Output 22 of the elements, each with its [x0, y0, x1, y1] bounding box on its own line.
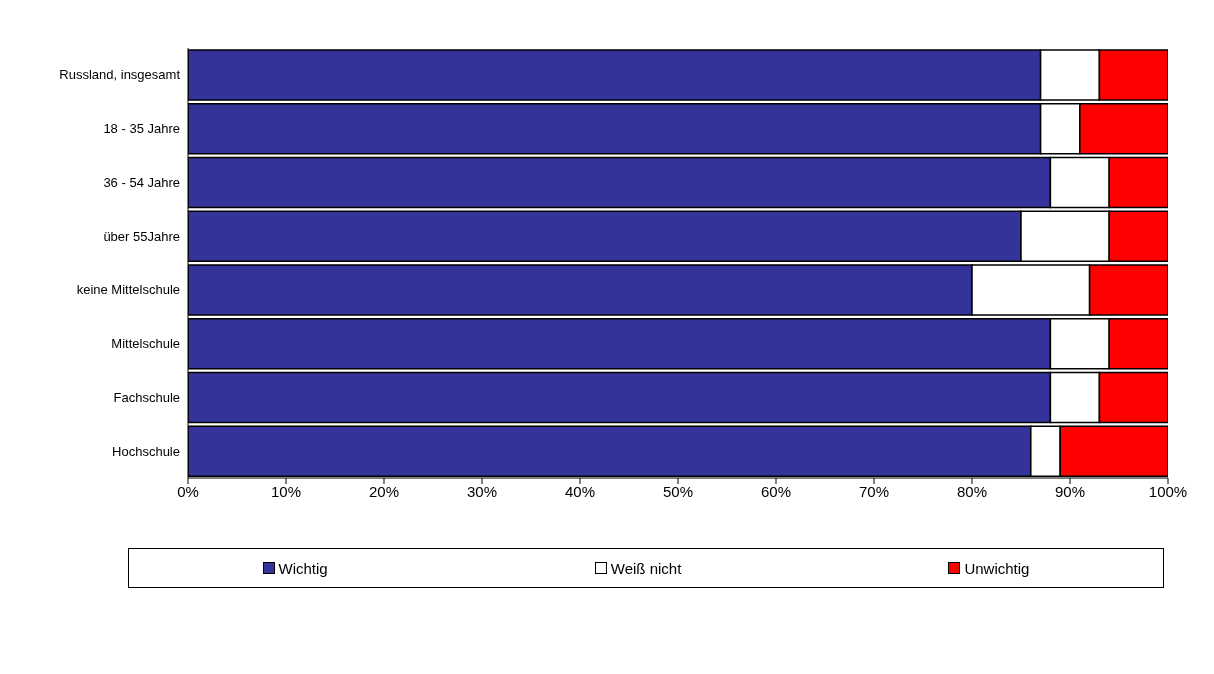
legend-label: Unwichtig: [964, 559, 1030, 577]
y-tick-label: keine Mittelschule: [76, 282, 180, 298]
x-tick-label: 80%: [956, 482, 988, 500]
y-tick-label: Fachschule: [113, 389, 180, 405]
y-tick-label: Hochschule: [112, 443, 180, 459]
y-tick-label: Russland, insgesamt: [59, 67, 181, 83]
x-tick-label: 20%: [368, 482, 400, 500]
x-tick-label: 40%: [564, 482, 596, 500]
x-tick-label: 100%: [1148, 482, 1188, 500]
x-tick-label: 50%: [662, 482, 694, 500]
y-tick-label: 36 - 54 Jahre: [103, 174, 180, 190]
x-tick-label: 60%: [760, 482, 792, 500]
x-tick-label: 0%: [177, 482, 199, 500]
y-tick-label: Mittelschule: [111, 336, 180, 352]
x-tick-label: 10%: [270, 482, 302, 500]
x-tick-label: 30%: [466, 482, 498, 500]
x-tick-label: 90%: [1054, 482, 1086, 500]
legend-label: Weiß nicht: [610, 559, 682, 577]
legend-label: Wichtig: [278, 559, 328, 577]
y-tick-label: über 55Jahre: [103, 228, 180, 244]
y-tick-label: 18 - 35 Jahre: [103, 121, 180, 137]
x-tick-label: 70%: [858, 482, 890, 500]
